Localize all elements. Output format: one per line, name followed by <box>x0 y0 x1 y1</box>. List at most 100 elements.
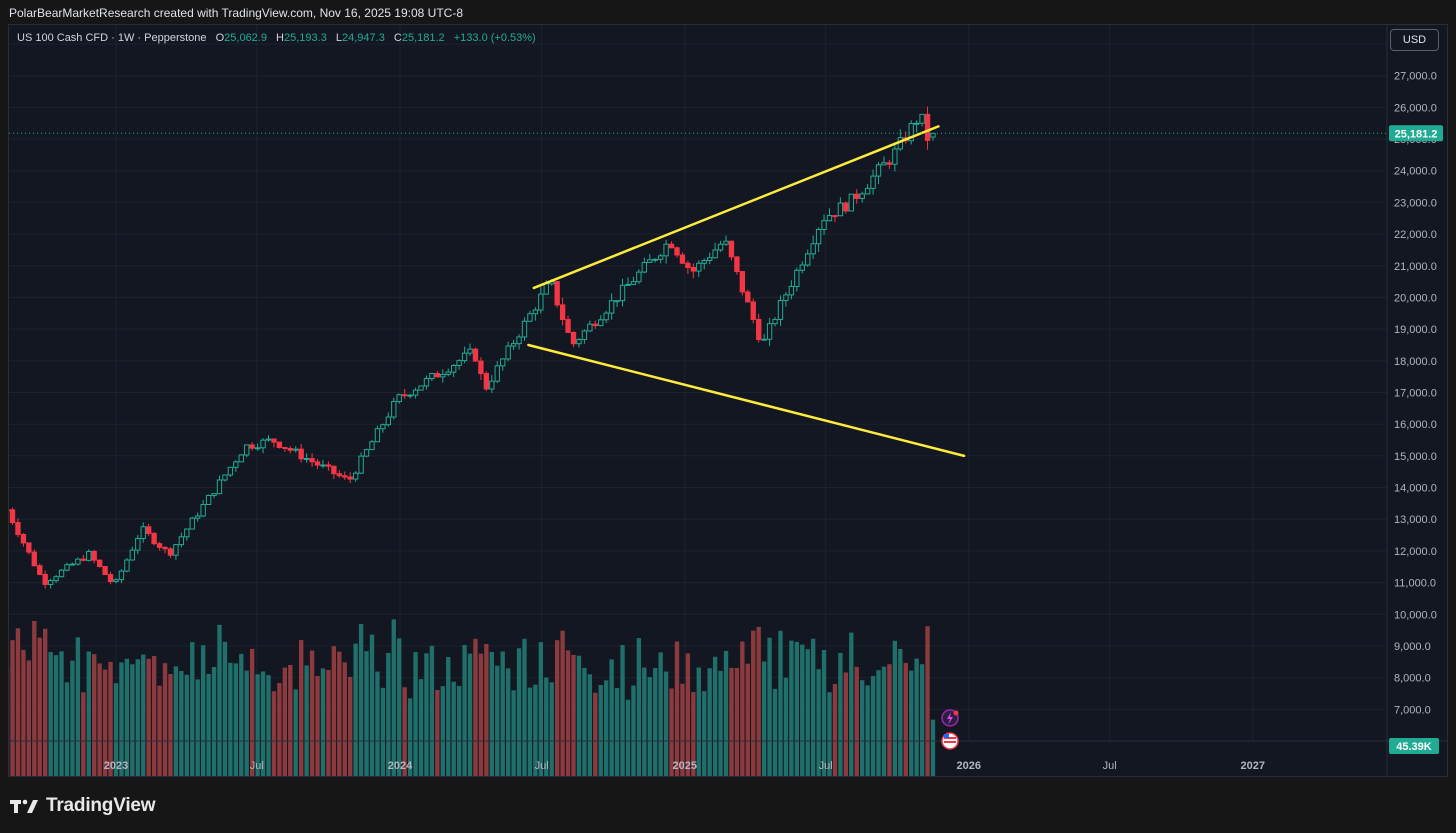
volume-bar <box>919 664 925 776</box>
volume-bar <box>816 669 821 776</box>
volume-bar <box>495 665 500 776</box>
volume-bar <box>151 656 157 776</box>
candle-body <box>881 162 887 166</box>
volume-bar <box>544 677 549 776</box>
candle-body <box>47 580 54 585</box>
volume-bar <box>326 669 331 776</box>
candle-body <box>200 503 206 517</box>
candle-body <box>821 220 827 230</box>
lightning-icon-glyph <box>947 712 953 725</box>
volume-bar <box>369 634 375 776</box>
open-value: 25,062.9 <box>224 32 267 44</box>
candle-body <box>696 262 702 272</box>
volume-bar <box>10 640 15 776</box>
volume-bar <box>800 644 805 776</box>
price-tick-label: 14,000.0 <box>1394 483 1437 495</box>
volume-bar <box>53 655 59 776</box>
candle-body <box>184 528 190 538</box>
volume-bar <box>832 684 838 776</box>
close-label: C <box>393 32 402 44</box>
candle-body <box>124 559 130 572</box>
volume-bar <box>756 626 761 776</box>
price-tick-label: 19,000.0 <box>1394 324 1437 336</box>
us-flag-stripe <box>944 741 956 743</box>
candle-body <box>739 271 746 293</box>
time-tick-label: 2025 <box>673 760 697 772</box>
candle-body <box>86 550 92 561</box>
currency-button[interactable]: USD <box>1390 29 1439 51</box>
candle-body <box>886 162 893 165</box>
candle-body <box>766 323 773 340</box>
low-value: 24,947.3 <box>342 32 385 44</box>
change-value: +133.0 (+0.53%) <box>453 32 536 44</box>
volume-bar <box>854 666 859 776</box>
volume-bar <box>146 658 151 776</box>
volume-bar <box>914 658 919 776</box>
candle-body <box>20 533 27 544</box>
price-tick-label: 9,000.0 <box>1394 641 1431 653</box>
volume-bar <box>669 688 674 776</box>
candle-body <box>216 479 223 495</box>
candle-body <box>837 202 844 217</box>
candle-body <box>717 243 724 251</box>
volume-bar <box>729 667 734 776</box>
price-tick-label: 18,000.0 <box>1394 356 1437 368</box>
volume-bar <box>48 651 53 776</box>
candle-body <box>331 465 337 475</box>
symbol-title[interactable]: US 100 Cash CFD · 1W · Pepperstone <box>17 32 207 44</box>
candle-body <box>58 569 65 578</box>
candle-body <box>461 352 468 362</box>
candle-body <box>102 566 108 576</box>
candle-body <box>603 312 609 321</box>
candle-body <box>478 360 484 375</box>
volume-bar <box>909 670 914 776</box>
candle-body <box>870 175 876 189</box>
volume-bar <box>293 689 298 776</box>
volume-bar <box>636 638 642 776</box>
chart-frame[interactable]: 28,000.027,000.026,000.025,000.024,000.0… <box>8 24 1448 777</box>
volume-bar <box>266 675 271 776</box>
volume-bar <box>97 663 102 776</box>
candle-body <box>380 424 386 430</box>
tradingview-brand[interactable]: TradingView <box>10 795 156 817</box>
candle-body <box>892 148 898 165</box>
candle-body <box>352 472 359 480</box>
volume-bar <box>288 664 293 776</box>
volume-bar <box>865 685 870 776</box>
volume-bar <box>364 651 369 776</box>
volume-bar <box>70 660 75 776</box>
candle-body <box>173 544 179 556</box>
candle-body <box>848 193 854 212</box>
volume-bar <box>228 662 233 776</box>
volume-bar <box>86 651 91 776</box>
candle-body <box>75 558 81 565</box>
volume-bar <box>898 648 903 776</box>
price-tick-label: 21,000.0 <box>1394 261 1437 273</box>
candle-body <box>701 259 707 264</box>
volume-bar <box>783 677 789 776</box>
candle-body <box>271 438 277 443</box>
candle-body <box>287 447 293 451</box>
price-chart[interactable]: 28,000.027,000.026,000.025,000.024,000.0… <box>9 25 1447 776</box>
volume-bar <box>26 660 32 776</box>
candle-body <box>407 394 413 397</box>
volume-bar <box>92 654 97 776</box>
volume-bar <box>81 692 86 776</box>
volume-bar <box>32 621 37 776</box>
price-tick-label: 20,000.0 <box>1394 292 1437 304</box>
price-tick-label: 7,000.0 <box>1394 704 1431 716</box>
time-tick-label: 2026 <box>957 760 981 772</box>
volume-bar <box>767 637 772 776</box>
volume-bar <box>571 654 576 776</box>
volume-bar <box>440 686 445 776</box>
candle-body <box>854 193 860 199</box>
candle-body <box>358 455 364 474</box>
price-tick-label: 17,000.0 <box>1394 388 1437 400</box>
volume-bar <box>119 662 124 776</box>
candle-body <box>140 526 146 540</box>
volume-bar <box>375 671 380 776</box>
candle-body <box>690 267 697 272</box>
candle-body <box>625 283 631 286</box>
volume-bar <box>723 650 729 776</box>
volume-bar <box>903 662 908 776</box>
